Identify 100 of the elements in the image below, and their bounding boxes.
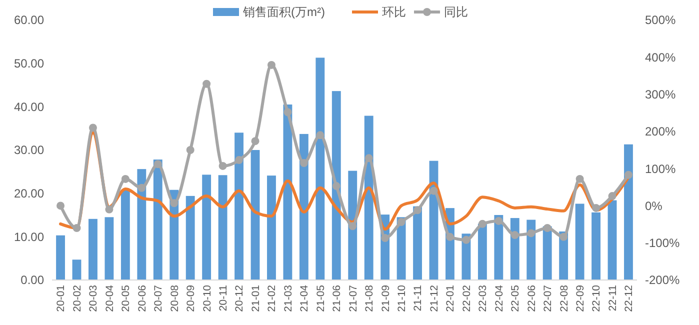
x-tick-label: 20-12 xyxy=(234,284,246,312)
y2-tick-label: 0% xyxy=(645,198,663,213)
x-tick-label: 22-09 xyxy=(574,284,586,312)
x-tick-label: 21-09 xyxy=(380,284,392,312)
legend-label: 销售面积(万m²) xyxy=(242,5,325,20)
point xyxy=(72,224,81,232)
x-tick-label: 21-01 xyxy=(250,284,262,312)
x-tick-label: 20-03 xyxy=(88,284,100,312)
x-tick-label: 22-03 xyxy=(477,284,490,312)
bar xyxy=(104,217,114,280)
x-tick-label: 20-05 xyxy=(120,284,132,312)
point xyxy=(397,218,406,226)
x-tick-label: 22-06 xyxy=(526,284,538,312)
point xyxy=(138,184,146,192)
x-tick-label: 21-02 xyxy=(266,284,278,312)
point xyxy=(381,234,390,242)
y2-tick-label: -100% xyxy=(645,236,680,250)
point xyxy=(608,192,616,200)
point xyxy=(267,60,276,69)
point xyxy=(430,186,438,195)
point xyxy=(364,154,373,162)
point xyxy=(543,224,552,232)
bar xyxy=(88,218,98,280)
bar xyxy=(299,134,308,280)
bar xyxy=(267,176,276,280)
x-tick-label: 22-11 xyxy=(606,284,619,312)
x-tick-label: 22-10 xyxy=(590,284,603,312)
point xyxy=(527,229,536,238)
point xyxy=(592,204,600,212)
bar xyxy=(494,215,504,280)
x-tick-label: 21-05 xyxy=(314,284,327,312)
x-tick-label: 20-08 xyxy=(168,284,181,312)
x-tick-label: 20-10 xyxy=(201,284,214,312)
point xyxy=(332,182,340,190)
x-tick-label: 21-03 xyxy=(282,284,294,312)
bar xyxy=(218,175,228,280)
y2-tick-label: 100% xyxy=(645,162,676,176)
x-tick-label: 22-12 xyxy=(623,284,636,312)
bar xyxy=(542,226,552,280)
point xyxy=(348,222,357,230)
x-tick-label: 22-01 xyxy=(444,284,457,312)
point xyxy=(202,80,211,88)
bar xyxy=(592,212,600,280)
x-tick-label: 22-07 xyxy=(542,284,554,312)
point xyxy=(414,206,422,214)
x-tick-label: 22-04 xyxy=(493,284,506,312)
legend-label: 同比 xyxy=(444,5,468,20)
point xyxy=(218,162,227,170)
y2-tick-label: 200% xyxy=(645,124,676,139)
x-tick-label: 22-05 xyxy=(510,284,522,312)
bar xyxy=(575,204,584,280)
bar xyxy=(56,235,65,280)
x-tick-label: 20-02 xyxy=(71,284,84,312)
point xyxy=(170,199,178,208)
bar xyxy=(137,169,146,280)
x-tick-label: 21-04 xyxy=(298,284,311,312)
y-tick-label: 0.00 xyxy=(20,273,44,288)
x-tick-label: 20-09 xyxy=(185,284,198,312)
x-tick-label: 21-08 xyxy=(364,284,376,312)
point xyxy=(88,124,97,132)
point xyxy=(284,108,292,116)
point xyxy=(105,205,114,214)
bar xyxy=(250,150,260,280)
y2-tick-label: -200% xyxy=(645,273,680,288)
bar xyxy=(72,260,82,280)
point xyxy=(316,131,324,140)
x-tick-label: 22-08 xyxy=(558,284,570,312)
point xyxy=(624,170,632,179)
bar xyxy=(120,190,130,280)
bar xyxy=(283,104,292,280)
point xyxy=(235,156,244,164)
x-tick-label: 21-11 xyxy=(412,284,424,312)
x-tick-label: 21-07 xyxy=(347,284,360,312)
bar xyxy=(413,206,422,280)
legend-label: 环比 xyxy=(382,5,406,20)
point xyxy=(251,137,260,146)
bar xyxy=(332,91,341,280)
point xyxy=(154,160,162,168)
point xyxy=(56,202,65,210)
y2-tick-label: 400% xyxy=(645,50,676,64)
y-tick-label: 60.00 xyxy=(14,13,44,28)
bar xyxy=(526,220,536,280)
y-tick-label: 20.00 xyxy=(14,186,44,201)
point xyxy=(446,232,454,241)
point xyxy=(576,174,584,183)
y2-tick-label: 500% xyxy=(645,13,676,28)
x-tick-label: 22-02 xyxy=(460,284,473,312)
bar xyxy=(316,58,325,280)
bar xyxy=(624,144,633,280)
point xyxy=(494,216,503,225)
point xyxy=(300,159,308,167)
y2-tick-label: 300% xyxy=(645,87,676,102)
point xyxy=(121,174,130,183)
bar xyxy=(234,132,244,280)
x-tick-label: 21-06 xyxy=(331,284,344,312)
x-tick-label: 21-12 xyxy=(428,284,440,312)
x-tick-label: 20-04 xyxy=(104,284,116,312)
bar xyxy=(608,200,617,280)
x-tick-label: 20-06 xyxy=(136,284,148,312)
x-tick-label: 20-11 xyxy=(217,284,230,312)
